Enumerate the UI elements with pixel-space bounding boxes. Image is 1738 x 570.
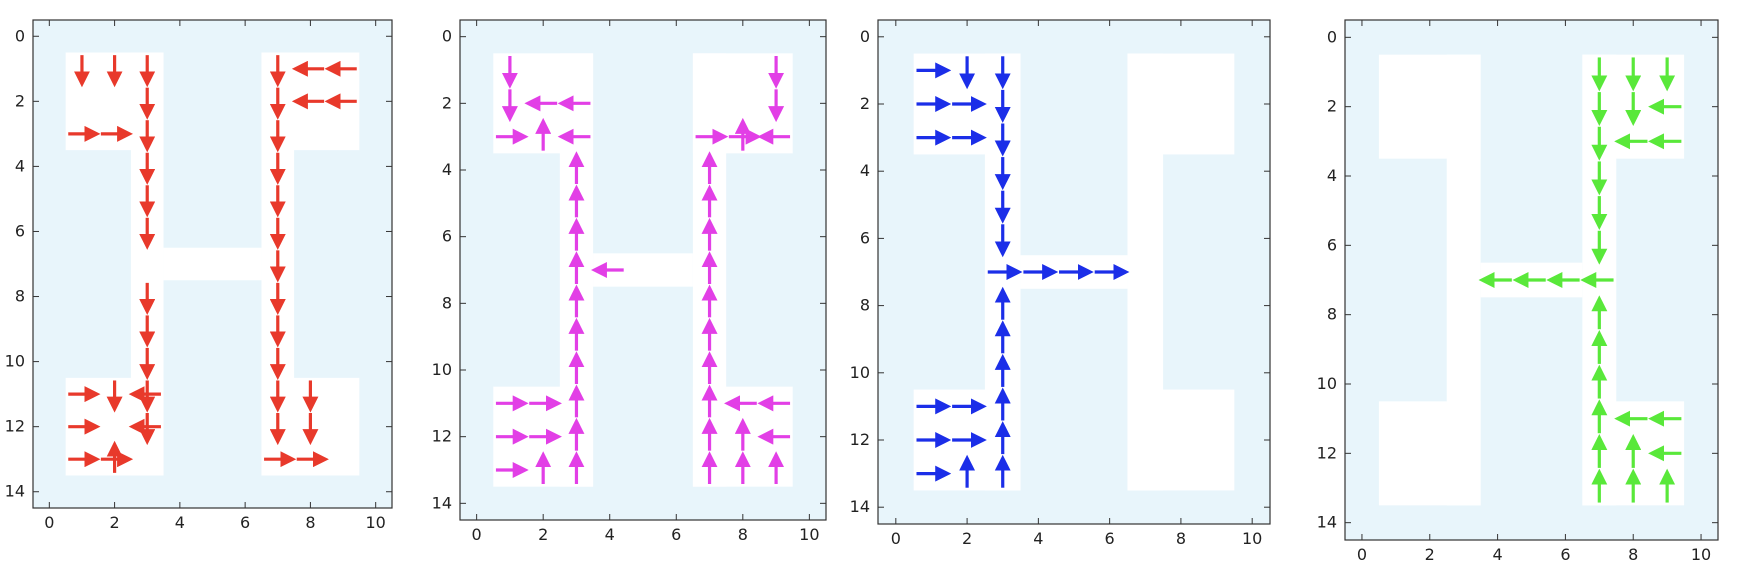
- x-tick-label: 8: [738, 525, 748, 544]
- open-cell-region: [1379, 401, 1481, 505]
- x-tick-label: 4: [1492, 545, 1502, 564]
- x-tick-label: 6: [1105, 529, 1115, 548]
- y-tick-label: 0: [860, 27, 870, 46]
- y-tick-label: 14: [850, 497, 870, 516]
- x-tick-label: 6: [671, 525, 681, 544]
- y-tick-label: 0: [1327, 27, 1337, 46]
- y-tick-label: 6: [1327, 235, 1337, 254]
- y-tick-label: 6: [860, 228, 870, 247]
- y-tick-label: 2: [15, 91, 25, 110]
- x-tick-label: 10: [1242, 529, 1262, 548]
- y-tick-label: 4: [1327, 166, 1337, 185]
- x-tick-label: 2: [1425, 545, 1435, 564]
- panel-1: 0 2 4 6 8 10 0 2 4 6 8 10 12 14: [5, 20, 392, 532]
- y-tick-label: 14: [1317, 513, 1337, 532]
- x-tick-label: 8: [1176, 529, 1186, 548]
- x-tick-label: 0: [1357, 545, 1367, 564]
- y-tick-label: 2: [860, 94, 870, 113]
- y-tick-label: 6: [442, 227, 452, 246]
- x-tick-label: 4: [605, 525, 615, 544]
- y-tick-label: 14: [432, 493, 452, 512]
- x-tick-label: 0: [472, 525, 482, 544]
- x-tick-label: 8: [1628, 545, 1638, 564]
- y-tick-label: 0: [442, 27, 452, 46]
- y-tick-label: 14: [5, 482, 25, 501]
- open-cell-region: [164, 248, 262, 281]
- x-tick-label: 0: [44, 513, 54, 532]
- y-tick-label: 8: [860, 296, 870, 315]
- y-tick-label: 8: [1327, 305, 1337, 324]
- y-tick-label: 10: [1317, 374, 1337, 393]
- y-tick-label: 8: [442, 293, 452, 312]
- panel-3: 0 2 4 6 8 10 0 2 4 6 8 10 12 14: [850, 20, 1270, 548]
- x-tick-label: 0: [891, 529, 901, 548]
- y-tick-label: 12: [1317, 443, 1337, 462]
- x-tick-label: 2: [962, 529, 972, 548]
- y-tick-label: 4: [15, 156, 25, 175]
- y-tick-label: 12: [5, 417, 25, 436]
- y-tick-label: 2: [442, 93, 452, 112]
- y-tick-label: 6: [15, 221, 25, 240]
- y-tick-label: 10: [432, 360, 452, 379]
- y-tick-label: 2: [1327, 97, 1337, 116]
- panel-4: 0 2 4 6 8 10 0 2 4 6 8 10 12 14: [1317, 20, 1718, 564]
- y-tick-label: 4: [860, 161, 870, 180]
- x-tick-label: 2: [538, 525, 548, 544]
- x-tick-label: 8: [305, 513, 315, 532]
- x-tick-label: 4: [1033, 529, 1043, 548]
- y-tick-label: 10: [5, 352, 25, 371]
- y-tick-label: 12: [850, 430, 870, 449]
- x-tick-label: 10: [799, 525, 819, 544]
- x-tick-label: 6: [1560, 545, 1570, 564]
- open-cell-region: [1127, 390, 1234, 491]
- x-tick-label: 4: [175, 513, 185, 532]
- y-tick-label: 0: [15, 26, 25, 45]
- y-tick-label: 8: [15, 287, 25, 306]
- x-tick-label: 10: [366, 513, 386, 532]
- y-tick-label: 10: [850, 363, 870, 382]
- x-tick-label: 6: [240, 513, 250, 532]
- y-tick-label: 12: [432, 427, 452, 446]
- x-tick-label: 10: [1691, 545, 1711, 564]
- x-tick-label: 2: [109, 513, 119, 532]
- panel-2: 0 2 4 6 8 10 0 2 4 6 8 10 12 14: [432, 20, 826, 544]
- y-tick-label: 4: [442, 160, 452, 179]
